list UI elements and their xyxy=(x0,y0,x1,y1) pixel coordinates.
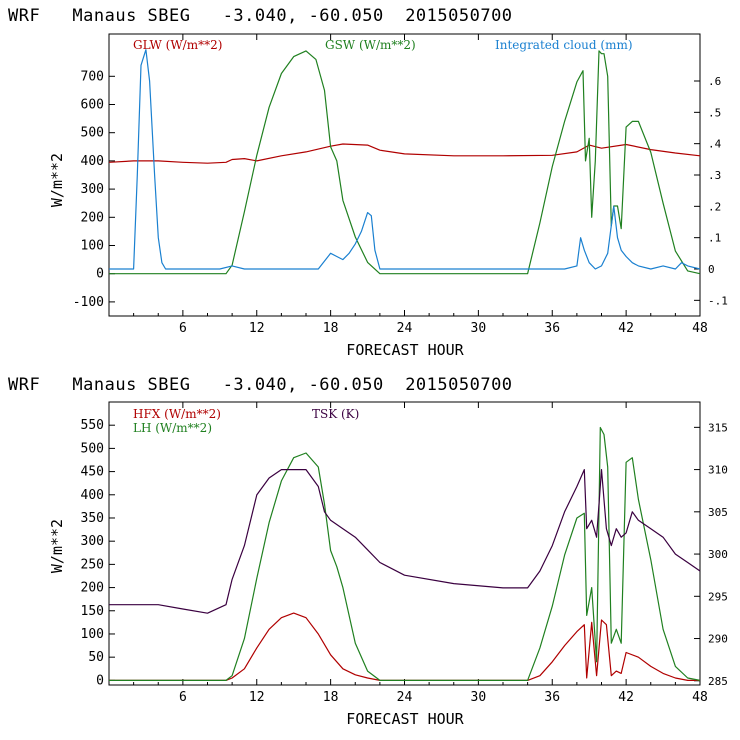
x-tick-label: 12 xyxy=(249,690,265,705)
top-chart-legend: GLW (W/m**2) GSW (W/m**2) Integrated clo… xyxy=(133,38,633,52)
bottom-chart-panel: WRF Manaus SBEG -3.040, -60.050 20150507… xyxy=(8,375,728,728)
y2-tick-label: .1 xyxy=(708,232,721,245)
y-tick-label: 350 xyxy=(81,511,104,526)
top-chart-panel: WRF Manaus SBEG -3.040, -60.050 20150507… xyxy=(8,6,728,359)
x-tick-label: 18 xyxy=(323,321,339,336)
y-tick-label: 500 xyxy=(81,126,104,141)
y2-tick-label: 285 xyxy=(708,675,728,688)
top-chart-title: WRF Manaus SBEG -3.040, -60.050 20150507… xyxy=(8,6,513,26)
y2-tick-label: -.1 xyxy=(708,294,728,307)
y2-tick-label: .5 xyxy=(708,106,721,119)
bottom-chart-title: WRF Manaus SBEG -3.040, -60.050 20150507… xyxy=(8,375,513,395)
series-line-red xyxy=(108,143,701,164)
x-tick-label: 30 xyxy=(471,690,487,705)
series-line-red xyxy=(109,612,700,681)
y-tick-label: 100 xyxy=(81,239,104,254)
x-tick-label: 6 xyxy=(179,321,187,336)
y-tick-label: 300 xyxy=(81,182,104,197)
legend-glw: GLW (W/m**2) xyxy=(133,38,222,52)
x-tick-label: 48 xyxy=(692,321,708,336)
y2-tick-label: 295 xyxy=(708,590,728,603)
y2-tick-label: .4 xyxy=(708,138,722,151)
y-tick-label: 100 xyxy=(81,627,104,642)
x-tick-label: 36 xyxy=(544,690,560,705)
y-tick-label: 600 xyxy=(81,98,104,113)
bottom-chart-x-axis-label: FORECAST HOUR xyxy=(346,710,464,728)
x-tick-label: 48 xyxy=(692,690,708,705)
y-tick-label: 0 xyxy=(96,267,104,282)
x-tick-label: 36 xyxy=(544,321,560,336)
x-tick-label: 42 xyxy=(618,690,634,705)
legend-tsk: TSK (K) xyxy=(312,407,359,421)
top-chart-x-axis-label: FORECAST HOUR xyxy=(346,341,464,359)
y2-tick-label: .2 xyxy=(708,200,721,213)
y2-tick-label: 290 xyxy=(708,633,728,646)
x-tick-label: 24 xyxy=(397,321,413,336)
y-tick-label: 550 xyxy=(81,418,104,433)
legend-gsw: GSW (W/m**2) xyxy=(325,38,416,52)
legend-integrated-cloud: Integrated cloud (mm) xyxy=(495,38,633,52)
x-tick-label: 18 xyxy=(323,690,339,705)
y-tick-label: 500 xyxy=(81,441,104,456)
bottom-chart-legend: HFX (W/m**2) LH (W/m**2) TSK (K) xyxy=(133,407,359,435)
y-tick-label: 200 xyxy=(81,581,104,596)
legend-hfx: HFX (W/m**2) xyxy=(133,407,221,421)
series-line-blue xyxy=(109,49,701,270)
legend-lh: LH (W/m**2) xyxy=(133,421,212,435)
y-tick-label: 250 xyxy=(81,557,104,572)
y2-tick-label: 0 xyxy=(708,263,715,276)
series-line-green xyxy=(109,50,701,275)
x-tick-label: 6 xyxy=(179,690,187,705)
top-chart-y-axis-label: W/m**2 xyxy=(48,153,66,207)
y2-tick-label: .6 xyxy=(708,75,721,88)
series-line-purple xyxy=(109,469,701,614)
y2-tick-label: 310 xyxy=(708,464,728,477)
x-tick-label: 42 xyxy=(618,321,634,336)
y-tick-label: 200 xyxy=(81,210,104,225)
y-tick-label: 0 xyxy=(96,673,104,688)
series-line-green xyxy=(109,426,701,681)
y-tick-label: 400 xyxy=(81,488,104,503)
y-tick-label: 300 xyxy=(81,534,104,549)
y2-tick-label: 315 xyxy=(708,421,728,434)
y2-tick-label: 305 xyxy=(708,506,728,519)
bottom-chart-y-axis-label: W/m**2 xyxy=(48,519,66,573)
y-tick-label: 150 xyxy=(81,604,104,619)
y2-tick-label: 300 xyxy=(708,548,728,561)
y-tick-label: -100 xyxy=(73,295,104,310)
y-tick-label: 450 xyxy=(81,465,104,480)
x-tick-label: 30 xyxy=(471,321,487,336)
x-tick-label: 24 xyxy=(397,690,413,705)
y-tick-label: 700 xyxy=(81,69,104,84)
y-tick-label: 50 xyxy=(88,650,104,665)
y2-tick-label: .3 xyxy=(708,169,721,182)
x-tick-label: 12 xyxy=(249,321,265,336)
y-tick-label: 400 xyxy=(81,154,104,169)
